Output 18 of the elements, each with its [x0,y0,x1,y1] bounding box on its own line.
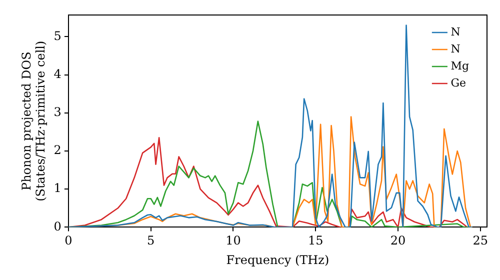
x-tick-label: 15 [308,234,324,248]
x-tick-label: 10 [226,234,241,248]
x-tick-label: 0 [64,234,72,248]
x-tick-label: 5 [147,234,155,248]
y-tick-label: 1 [54,181,62,196]
legend-label: N [450,42,461,56]
y-tick-label: 0 [54,219,62,234]
legend-label: Ge [450,76,466,90]
x-axis-title: Frequency (THz) [226,252,330,267]
y-tick-label: 2 [54,143,62,158]
y-tick-label: 5 [54,28,62,43]
x-tick-label: 25 [472,234,488,248]
y-tick-label: 3 [54,105,62,120]
y-tick-label: 4 [54,66,62,81]
y-axis-title: Phonon projected DOS (States/THz·primitive cell) [19,40,48,202]
x-tick-label: 20 [390,234,406,248]
legend-label: N [450,25,461,38]
legend-label: Mg [450,59,470,72]
